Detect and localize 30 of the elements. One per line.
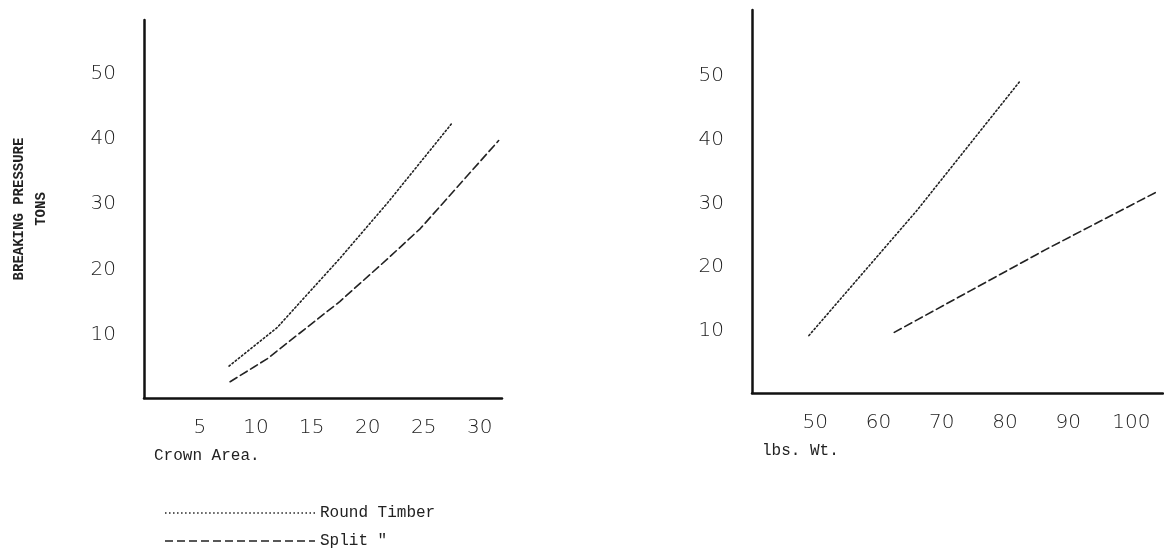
line-series [229,139,500,383]
y-tick-label: 40 [698,125,724,150]
x-tick-label: 100 [1112,409,1151,433]
x-tick-label: 15 [299,414,325,438]
y-tick-label: 10 [698,317,724,342]
x-axis-title: Crown Area. [154,447,260,465]
x-tick-label: 60 [865,409,892,433]
y-tick-label: 50 [698,61,724,86]
x-axis-title: lbs. Wt. [762,442,839,460]
line-series [228,122,453,367]
x-tick-label: 5 [193,414,207,438]
x-tick-label: 90 [1055,409,1081,433]
x-tick-label: 10 [243,414,269,438]
y-tick-label: 30 [90,190,116,215]
x-tick-label: 70 [928,409,955,433]
y-tick-label: 20 [90,255,116,280]
y-tick-label: 10 [90,320,116,345]
x-tick-label: 30 [466,414,493,438]
x-tick-label: 25 [410,414,437,438]
y-tick-label: 20 [698,253,724,278]
legend-label: Round Timber [320,504,436,522]
y-tick-label: 50 [90,60,116,85]
x-tick-label: 20 [355,414,381,438]
y-tick-label: 40 [90,125,116,150]
legend-label: Split " [320,532,388,550]
y-axis-title: BREAKING PRESSURE TONS [11,137,49,281]
x-tick-label: 80 [992,409,1018,433]
x-tick-label: 50 [802,409,828,433]
line-series [893,191,1158,334]
y-tick-label: 30 [698,189,724,214]
